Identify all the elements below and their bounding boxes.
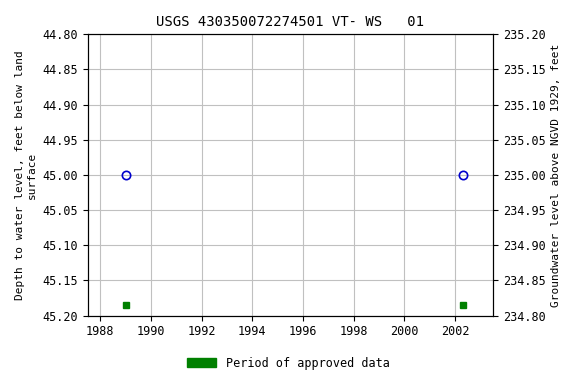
Y-axis label: Depth to water level, feet below land
surface: Depth to water level, feet below land su… <box>15 50 37 300</box>
Legend: Period of approved data: Period of approved data <box>182 352 394 374</box>
Y-axis label: Groundwater level above NGVD 1929, feet: Groundwater level above NGVD 1929, feet <box>551 43 561 306</box>
Title: USGS 430350072274501 VT- WS   01: USGS 430350072274501 VT- WS 01 <box>156 15 425 29</box>
